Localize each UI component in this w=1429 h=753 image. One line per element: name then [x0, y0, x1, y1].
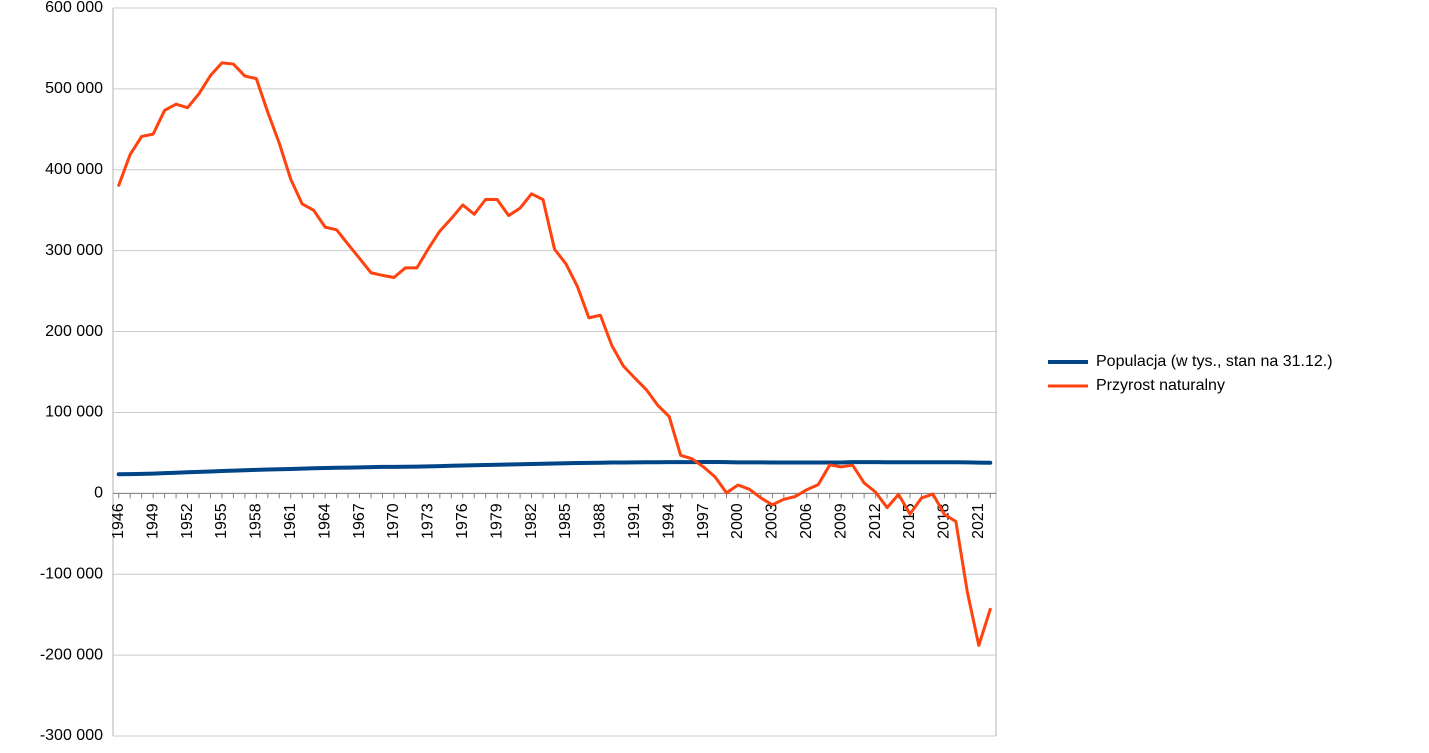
y-tick-label: 100 000 [45, 404, 103, 421]
x-tick-label: 1982 [523, 503, 540, 539]
x-tick-label: 1964 [316, 503, 333, 539]
x-tick-label: 1991 [626, 503, 643, 539]
legend-label-przyrost: Przyrost naturalny [1096, 377, 1225, 394]
x-tick-label: 1967 [351, 503, 368, 539]
y-tick-label: -300 000 [40, 727, 103, 744]
y-tick-label: -200 000 [40, 646, 103, 663]
x-tick-label: 1961 [282, 503, 299, 539]
y-tick-label: 200 000 [45, 323, 103, 340]
legend-label-populacja: Populacja (w tys., stan na 31.12.) [1096, 353, 1333, 370]
x-tick-label: 2012 [867, 503, 884, 539]
x-tick-label: 1979 [488, 503, 505, 539]
x-tick-label: 1949 [144, 503, 161, 539]
x-tick-label: 2009 [832, 503, 849, 539]
chart-container: -300 000 -200 000 -100 000 0 100 000 200 000 3… [0, 0, 1429, 753]
x-tick-label: 1997 [695, 503, 712, 539]
x-tick-label: 1970 [385, 503, 402, 539]
x-tick-label: 2006 [798, 503, 815, 539]
x-tick-label: 1946 [110, 503, 127, 539]
y-tick-label: 400 000 [45, 161, 103, 178]
y-tick-label: 300 000 [45, 242, 103, 259]
x-tick-label: 1976 [454, 503, 471, 539]
y-tick-label: -100 000 [40, 565, 103, 582]
x-tick-label: 1994 [660, 503, 677, 539]
line-chart: -300 000 -200 000 -100 000 0 100 000 200 000 3… [0, 0, 1429, 753]
x-tick-label: 1955 [213, 503, 230, 539]
x-tick-label: 1952 [179, 503, 196, 539]
x-tick-label: 2000 [729, 503, 746, 539]
x-tick-label: 1973 [420, 503, 437, 539]
y-tick-label: 0 [94, 485, 103, 502]
x-tick-label: 2021 [970, 503, 987, 539]
x-tick-label: 1988 [592, 503, 609, 539]
y-tick-label: 600 000 [45, 0, 103, 16]
y-tick-label: 500 000 [45, 80, 103, 97]
x-tick-label: 2018 [936, 503, 953, 539]
x-tick-label: 1985 [557, 503, 574, 539]
x-tick-label: 1958 [248, 503, 265, 539]
x-tick-label: 2003 [764, 503, 781, 539]
